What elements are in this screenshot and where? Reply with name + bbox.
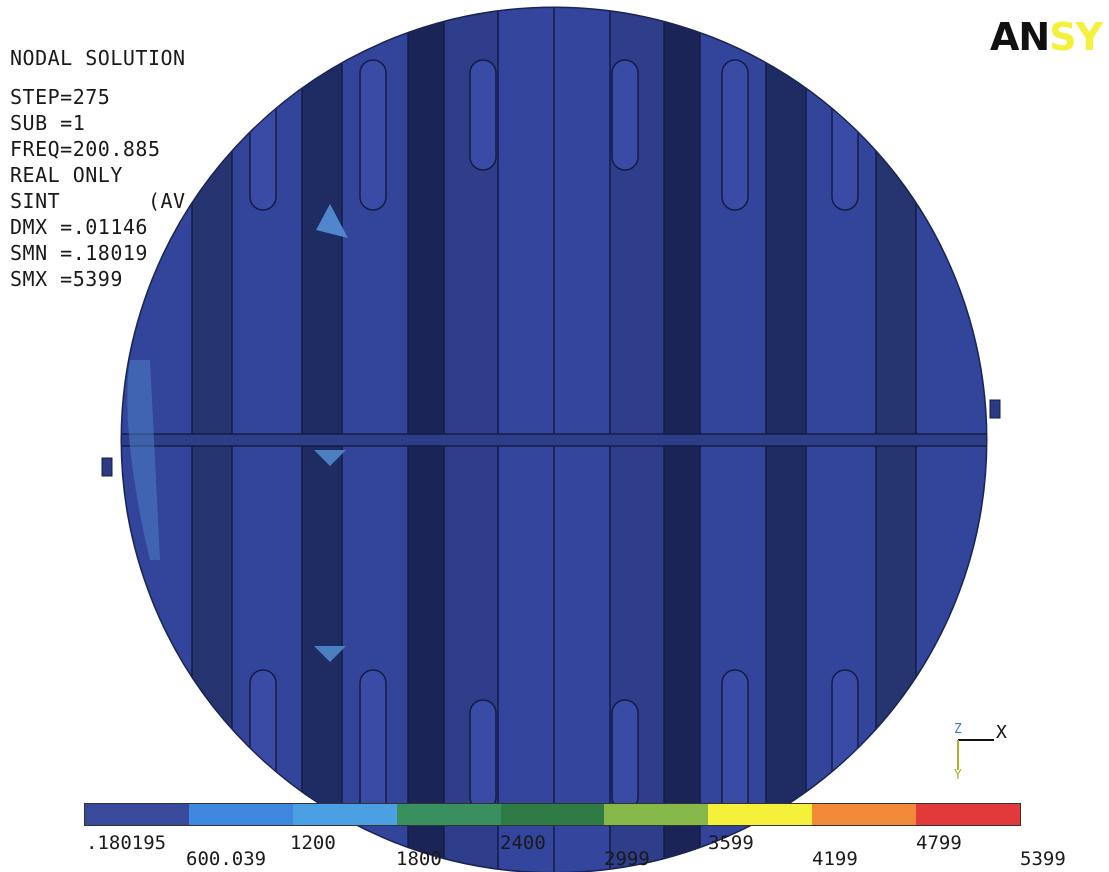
logo-text-yellow: SY: [1049, 15, 1103, 59]
legend-label: 3599: [708, 832, 754, 854]
legend-label: 4199: [812, 848, 858, 870]
info-dmx: DMX =.01146: [10, 215, 148, 239]
legend-swatch: [916, 804, 1021, 825]
legend-swatch: [292, 804, 397, 825]
info-smx: SMX =5399: [10, 267, 123, 291]
solution-title: NODAL SOLUTION: [10, 46, 186, 70]
legend-label: 1800: [396, 848, 442, 870]
stress-spot: [316, 204, 348, 238]
logo-text-dark: AN: [990, 15, 1050, 59]
info-sub: SUB =1: [10, 111, 86, 135]
legend-swatch: [396, 804, 501, 825]
legend-swatch: [604, 804, 709, 825]
axis-triad: [957, 739, 994, 770]
legend-swatch: [85, 804, 189, 825]
legend-swatch: [500, 804, 605, 825]
info-sint: SINT (AV: [10, 189, 186, 213]
info-freq: FREQ=200.885: [10, 137, 161, 161]
legend-swatch: [708, 804, 813, 825]
legend-label: 600.039: [186, 848, 267, 870]
legend-label: 2999: [604, 848, 650, 870]
legend-label: 5399: [1020, 848, 1066, 870]
contour-legend: [84, 803, 1021, 826]
ansys-logo: ANSY: [990, 15, 1103, 59]
legend-label: .180195: [86, 832, 167, 854]
info-real: REAL ONLY: [10, 163, 123, 187]
legend-swatch: [812, 804, 917, 825]
legend-label: 4799: [916, 832, 962, 854]
triad-z-label: Z: [954, 722, 962, 737]
stress-edge: [127, 360, 160, 560]
legend-swatch: [188, 804, 293, 825]
triad-x-label: X: [996, 722, 1007, 743]
info-step: STEP=275: [10, 85, 111, 109]
info-smn: SMN =.18019: [10, 241, 148, 265]
legend-label: 1200: [290, 832, 336, 854]
stress-spot: [314, 450, 346, 466]
stress-spot: [314, 646, 346, 662]
triad-y-label: Y: [954, 768, 962, 783]
legend-label: 2400: [500, 832, 546, 854]
